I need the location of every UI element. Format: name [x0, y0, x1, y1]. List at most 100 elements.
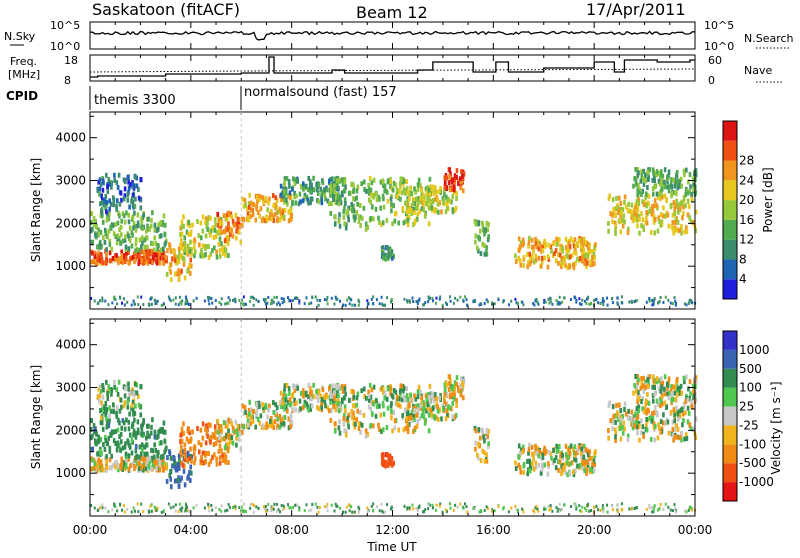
velocity-cell: [418, 504, 421, 508]
velocity-cell: [657, 378, 661, 384]
colorbar-swatch: [723, 463, 737, 483]
velocity-cell: [326, 502, 329, 506]
power-cell: [440, 209, 443, 215]
power-cell: [302, 181, 305, 187]
velocity-cell: [344, 510, 347, 514]
velocity-cell: [124, 460, 128, 466]
power-cell: [534, 236, 537, 242]
power-cell: [570, 253, 574, 259]
power-cell: [183, 235, 187, 241]
power-cell: [316, 198, 319, 203]
power-cell: [532, 302, 535, 305]
power-cell: [674, 220, 677, 226]
velocity-cell: [111, 463, 115, 468]
power-cell: [694, 209, 698, 215]
velocity-cell: [308, 391, 312, 397]
velocity-cell: [550, 455, 553, 461]
power-cell: [676, 185, 680, 191]
power-cell: [229, 232, 232, 238]
power-cell: [163, 222, 167, 228]
power-cell: [352, 187, 356, 193]
velocity-cell: [104, 506, 107, 510]
power-cell: [630, 202, 634, 208]
power-cell: [413, 186, 416, 192]
velocity-cell: [532, 466, 536, 472]
velocity-cell: [344, 408, 347, 414]
colorbar-frame: [722, 330, 738, 502]
power-cell: [272, 300, 275, 304]
velocity-cell: [150, 503, 153, 507]
power-cell: [439, 295, 442, 299]
velocity-cell: [329, 417, 333, 423]
power-cell: [205, 222, 209, 228]
velocity-cell: [483, 458, 487, 464]
power-cell: [281, 210, 284, 216]
velocity-cell: [543, 462, 547, 468]
velocity-cell: [666, 419, 670, 425]
velocity-cell: [280, 504, 283, 507]
velocity-cell: [621, 424, 624, 430]
velocity-cell: [287, 386, 291, 391]
velocity-cell: [558, 509, 561, 513]
velocity-cell: [132, 462, 135, 467]
power-cell: [673, 296, 676, 300]
velocity-cell: [623, 401, 627, 407]
velocity-cell: [413, 425, 417, 431]
velocity-cell: [580, 450, 583, 456]
colorbar-swatch: [723, 160, 737, 181]
velocity-cell: [570, 505, 572, 508]
velocity-cell: [406, 405, 410, 411]
power-cell: [307, 200, 310, 206]
power-cell: [231, 218, 235, 224]
power-cell: [651, 303, 654, 307]
velocity-cell: [258, 420, 261, 426]
power-cell: [281, 190, 284, 196]
velocity-cell: [405, 411, 409, 417]
power-cell: [606, 303, 609, 307]
velocity-cell: [132, 506, 135, 510]
velocity-cell: [540, 462, 544, 468]
power-cell: [305, 296, 308, 300]
power-cell: [370, 180, 374, 186]
velocity-cell: [279, 417, 283, 423]
power-cell: [680, 183, 683, 189]
power-cell: [230, 214, 233, 220]
power-cell: [543, 298, 546, 302]
power-cell: [275, 295, 278, 299]
power-cell: [430, 188, 434, 194]
power-cell: [485, 298, 488, 302]
power-cell: [443, 175, 447, 181]
power-cell: [408, 299, 411, 303]
power-cell: [165, 271, 169, 277]
power-cell: [550, 248, 553, 254]
velocity-cell: [351, 510, 354, 514]
velocity-cell: [624, 411, 628, 417]
power-cell: [474, 239, 477, 245]
power-cell: [528, 235, 531, 241]
power-cell: [448, 167, 452, 173]
power-cell: [186, 298, 188, 302]
velocity-cell: [288, 397, 292, 403]
velocity-cell: [566, 472, 569, 478]
power-cell: [477, 234, 480, 240]
velocity-cell: [335, 393, 339, 399]
velocity-cell: [657, 398, 661, 404]
power-cell: [125, 210, 128, 216]
power-cell: [681, 200, 684, 205]
power-cell: [420, 191, 424, 197]
velocity-cell: [681, 407, 684, 412]
x-tick-label: 00:00: [678, 523, 713, 537]
power-cell: [682, 211, 685, 216]
velocity-cell: [173, 462, 176, 468]
power-cell: [346, 208, 350, 214]
velocity-cell: [584, 464, 587, 470]
velocity-cell: [671, 432, 675, 438]
power-cell: [417, 177, 421, 183]
velocity-cell: [674, 409, 678, 415]
velocity-cell: [367, 389, 370, 395]
velocity-cell: [302, 388, 305, 394]
power-cell: [646, 169, 649, 175]
velocity-cell: [683, 509, 686, 513]
power-cell: [130, 255, 134, 261]
velocity-cell: [220, 504, 223, 508]
